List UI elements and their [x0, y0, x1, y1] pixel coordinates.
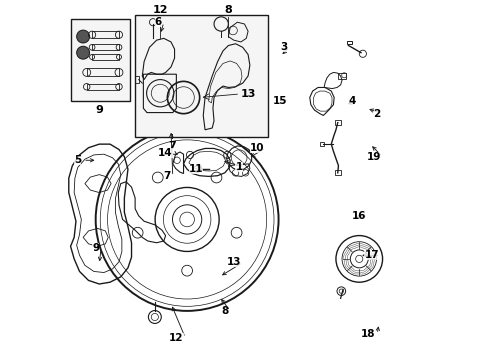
- Text: 12: 12: [152, 5, 168, 15]
- Text: 12: 12: [169, 333, 183, 343]
- Text: 4: 4: [347, 96, 355, 106]
- Bar: [86, 84, 119, 90]
- Bar: [135, 15, 267, 137]
- Text: 7: 7: [163, 171, 171, 181]
- Text: 5: 5: [74, 155, 81, 165]
- Bar: [70, 19, 129, 101]
- Bar: [346, 41, 351, 44]
- Text: 8: 8: [224, 5, 232, 15]
- Circle shape: [77, 30, 89, 43]
- Bar: [338, 73, 346, 79]
- Text: 15: 15: [272, 96, 287, 106]
- Text: 17: 17: [364, 250, 378, 260]
- Bar: [334, 121, 341, 125]
- Bar: [92, 44, 119, 50]
- Text: 11: 11: [188, 164, 203, 174]
- Text: 1: 1: [235, 162, 242, 172]
- Text: 7: 7: [167, 140, 175, 150]
- Text: 9: 9: [92, 243, 99, 253]
- Bar: [319, 142, 324, 146]
- Bar: [92, 31, 119, 39]
- Bar: [135, 76, 139, 83]
- Text: 13: 13: [241, 89, 256, 99]
- Text: 9: 9: [95, 105, 103, 115]
- Text: 14: 14: [158, 148, 172, 158]
- Text: 8: 8: [221, 306, 228, 316]
- Text: 18: 18: [360, 329, 375, 339]
- Text: 6: 6: [155, 17, 162, 27]
- Text: 19: 19: [366, 152, 380, 162]
- Text: 16: 16: [351, 211, 366, 221]
- Bar: [334, 170, 341, 175]
- Text: 13: 13: [226, 257, 241, 267]
- Text: 2: 2: [373, 109, 380, 119]
- Circle shape: [77, 46, 89, 59]
- Bar: [92, 54, 119, 59]
- Text: 3: 3: [280, 42, 287, 52]
- Text: 10: 10: [249, 143, 264, 153]
- Bar: [86, 68, 119, 76]
